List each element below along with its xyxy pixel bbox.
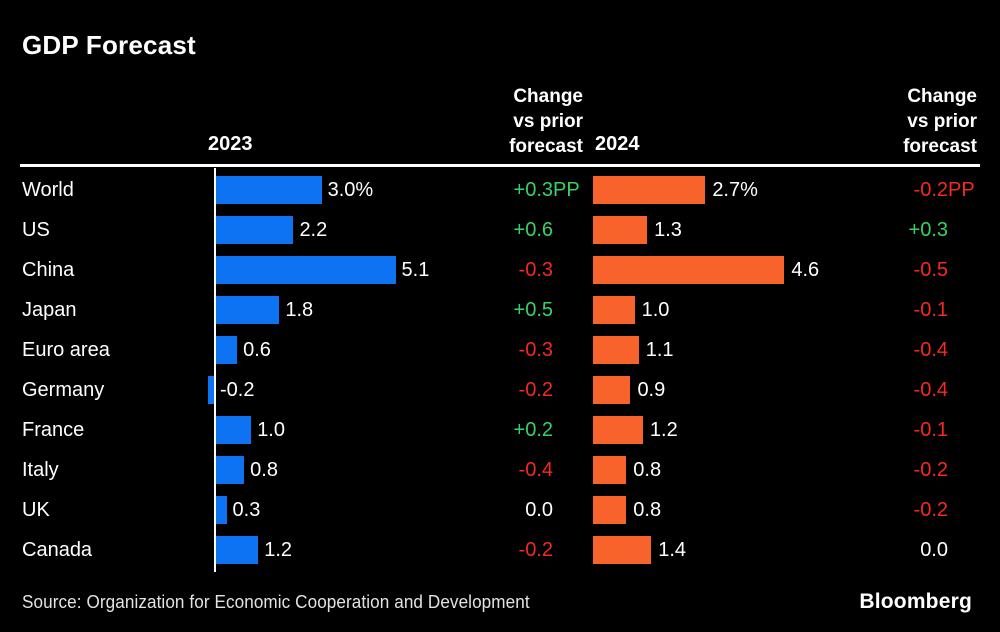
category-label: Japan <box>22 299 77 321</box>
change-2023-unit: PP <box>553 179 580 201</box>
category-label: Italy <box>22 459 59 481</box>
bar-value-2023: 1.2 <box>264 539 293 561</box>
bar-value-2024: 0.8 <box>633 499 662 521</box>
bar-2024 <box>593 416 643 444</box>
table-row: France 1.0 +0.2 1.2 -0.1 <box>0 410 1000 450</box>
category-label: UK <box>22 499 50 521</box>
bar-value-2023: 0.8 <box>250 459 278 481</box>
bar-value-2024: 4.6 <box>791 259 820 281</box>
change-2024: -0.1 <box>913 299 948 321</box>
change-2023: 0.0 <box>525 499 553 521</box>
page-title: GDP Forecast <box>22 30 196 60</box>
change-2023: -0.2 <box>518 379 553 401</box>
change-2023: +0.3 <box>513 179 553 201</box>
column-header-change-2023: Change vs prior forecast <box>509 86 583 157</box>
table-row: UK 0.3 0.0 0.8 -0.2 <box>0 490 1000 530</box>
change-2024-unit: PP <box>948 179 975 201</box>
bar-2024 <box>593 456 627 484</box>
bar-2023 <box>207 376 215 404</box>
bar-2024 <box>593 376 631 404</box>
change-2023: +0.5 <box>513 299 553 321</box>
change-2023: +0.6 <box>513 219 553 241</box>
source-note: Source: Organization for Economic Cooper… <box>22 592 530 612</box>
category-label: US <box>22 219 50 241</box>
chart-rows: World 3.0% +0.3 PP 2.7% -0.2 PP US 2.2 +0.6 1.3 +0.… <box>0 170 1000 570</box>
change-2024: -0.4 <box>913 339 948 361</box>
bloomberg-logo: Bloomberg <box>859 590 972 613</box>
axis-line-2023 <box>214 168 216 572</box>
bar-2023 <box>216 416 252 444</box>
bar-value-2024: 1.1 <box>645 339 674 361</box>
change-2024: -0.1 <box>913 419 948 441</box>
table-row: World 3.0% +0.3 PP 2.7% -0.2 PP <box>0 170 1000 210</box>
change-2024: 0.0 <box>920 539 948 561</box>
category-label: China <box>22 259 75 281</box>
bar-2023 <box>216 256 396 284</box>
table-row: Germany -0.2 -0.2 0.9 -0.4 <box>0 370 1000 410</box>
change-2024: -0.2 <box>913 499 948 521</box>
table-row: Euro area 0.6 -0.3 1.1 -0.4 <box>0 330 1000 370</box>
category-label: World <box>22 179 74 201</box>
table-row: Canada 1.2 -0.2 1.4 0.0 <box>0 530 1000 570</box>
bar-value-2024: 1.3 <box>654 219 682 241</box>
category-label: Euro area <box>22 339 110 361</box>
category-label: Germany <box>22 379 105 401</box>
column-header-2023: 2023 <box>208 133 253 155</box>
bar-2024 <box>593 536 652 564</box>
change-2023: -0.3 <box>518 339 553 361</box>
table-row: Italy 0.8 -0.4 0.8 -0.2 <box>0 450 1000 490</box>
column-header-2024: 2024 <box>595 133 640 155</box>
bar-value-2023: -0.2 <box>220 379 255 401</box>
change-2023: -0.2 <box>518 539 553 561</box>
table-row: China 5.1 -0.3 4.6 -0.5 <box>0 250 1000 290</box>
table-row: US 2.2 +0.6 1.3 +0.3 <box>0 210 1000 250</box>
bar-value-2024: 1.4 <box>658 539 687 561</box>
change-2024: -0.2 <box>913 179 948 201</box>
table-row: Japan 1.8 +0.5 1.0 -0.1 <box>0 290 1000 330</box>
bar-value-2023: 2.2 <box>299 219 328 241</box>
change-2023: +0.2 <box>513 419 553 441</box>
bar-2023 <box>216 176 322 204</box>
bar-value-2023: 5.1 <box>401 259 430 281</box>
bar-value-2024: 0.9 <box>637 379 666 401</box>
change-2024: -0.4 <box>913 379 948 401</box>
bar-2023 <box>216 536 259 564</box>
bar-value-2023: 1.0 <box>257 419 285 441</box>
footer: Source: Organization for Economic Cooper… <box>0 588 1000 616</box>
column-header-change-2024: Change vs prior forecast <box>903 86 977 157</box>
bar-value-2024: 1.2 <box>649 419 678 441</box>
bar-2024 <box>593 256 785 284</box>
category-label: Canada <box>22 539 93 561</box>
change-2023: -0.4 <box>518 459 553 481</box>
bar-2024 <box>593 216 648 244</box>
bar-2023 <box>216 496 227 524</box>
change-2024: +0.3 <box>908 219 948 241</box>
bar-2024 <box>593 336 639 364</box>
bar-2023 <box>216 216 294 244</box>
bar-value-2023: 1.8 <box>285 299 314 321</box>
bar-2024 <box>593 496 627 524</box>
bar-value-2023: 3.0% <box>327 179 374 201</box>
bar-2023 <box>216 296 280 324</box>
bar-2023 <box>216 456 245 484</box>
bar-value-2024: 0.8 <box>633 459 662 481</box>
header-rule <box>20 164 980 167</box>
bar-value-2024: 2.7% <box>712 179 758 201</box>
category-label: France <box>22 419 85 441</box>
bar-value-2023: 0.3 <box>232 499 261 521</box>
change-2023: -0.3 <box>518 259 553 281</box>
bar-value-2023: 0.6 <box>243 339 271 361</box>
bar-2023 <box>216 336 238 364</box>
bar-2024 <box>593 296 635 324</box>
change-2024: -0.2 <box>913 459 948 481</box>
change-2024: -0.5 <box>913 259 948 281</box>
bar-2024 <box>593 176 706 204</box>
bar-value-2024: 1.0 <box>641 299 670 321</box>
